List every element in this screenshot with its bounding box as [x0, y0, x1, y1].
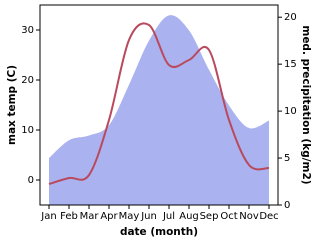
y2-tick-label: 15: [284, 59, 297, 70]
x-tick-label: May: [119, 211, 140, 222]
x-axis-label: date (month): [120, 226, 198, 238]
y2-axis-label: med. precipitation (kg/m2): [300, 25, 312, 184]
x-tick-label: Feb: [60, 211, 78, 222]
precipitation-area: [49, 15, 269, 205]
temperature-line: [48, 22, 270, 185]
x-tick-label: Jun: [140, 211, 157, 222]
x-tick-label: Dec: [259, 211, 278, 222]
y-axis-label: max temp (C): [6, 65, 18, 145]
x-tick-label: Jul: [162, 211, 175, 222]
y2-tick-label: 20: [284, 12, 297, 23]
x-tick-label: Mar: [80, 211, 100, 222]
y2-tick-label: 10: [284, 106, 297, 117]
x-tick-label: Apr: [100, 211, 118, 222]
y-tick-label: 10: [21, 125, 34, 136]
y2-tick-label: 0: [284, 200, 290, 211]
y-tick-label: 20: [21, 75, 34, 86]
y-tick-label: 0: [28, 175, 34, 186]
x-tick-label: Oct: [220, 211, 237, 222]
x-tick-label: Sep: [200, 211, 219, 222]
x-tick-label: Nov: [239, 211, 259, 222]
plot-frame: [39, 4, 279, 206]
x-tick-label: Aug: [179, 211, 199, 222]
x-tick-label: Jan: [40, 211, 56, 222]
y-tick-label: 30: [21, 25, 34, 36]
y2-tick-label: 5: [284, 153, 290, 164]
